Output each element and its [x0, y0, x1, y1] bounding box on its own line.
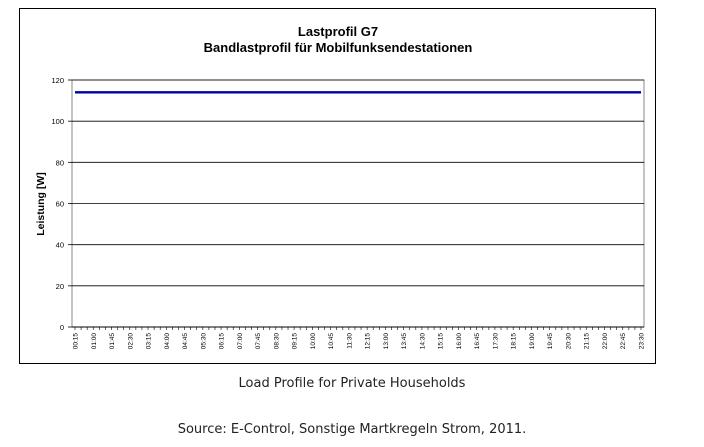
- chart-frame: Lastprofil G7 Bandlastprofil für Mobilfu…: [19, 8, 656, 364]
- y-tick-label: 60: [56, 200, 64, 209]
- x-tick-label: 06:15: [219, 333, 226, 350]
- x-axis-ticks: 00:15 01:00 01:45 02:30 03:15 04:00 04:45 05:30…: [73, 327, 646, 349]
- x-tick-label: 09:15: [292, 333, 299, 350]
- y-tick-label: 100: [51, 117, 64, 126]
- x-tick-label: 16:45: [474, 333, 481, 350]
- x-tick-label: 15:15: [438, 333, 445, 350]
- figure-caption: Load Profile for Private Households: [238, 376, 466, 391]
- chart-subtitle: Bandlastprofil für Mobilfunksendestation…: [204, 40, 473, 55]
- y-tick-label: 80: [56, 158, 64, 167]
- x-tick-label: 19:00: [529, 333, 536, 350]
- x-tick-label: 01:45: [109, 333, 116, 350]
- y-axis-label: Leistung [W]: [35, 172, 47, 236]
- line-chart: Lastprofil G7 Bandlastprofil für Mobilfu…: [35, 24, 646, 349]
- x-tick-label: 17:30: [492, 333, 499, 350]
- x-tick-label: 13:45: [401, 333, 408, 350]
- x-tick-label: 07:45: [255, 333, 262, 350]
- x-tick-label: 08:30: [273, 333, 280, 350]
- x-tick-label: 04:00: [164, 333, 171, 350]
- source-caption: Source: E-Control, Sonstige Martkregeln …: [177, 422, 527, 437]
- x-tick-label: 22:45: [620, 333, 627, 350]
- x-tick-label: 20:30: [565, 333, 572, 350]
- y-tick-label: 0: [60, 323, 64, 332]
- x-tick-label: 14:30: [419, 333, 426, 350]
- x-tick-label: 10:45: [328, 333, 335, 350]
- grid-lines: [72, 79, 644, 287]
- x-tick-label: 23:30: [639, 333, 646, 350]
- y-tick-label: 120: [51, 76, 64, 85]
- x-tick-label: 02:30: [127, 333, 134, 350]
- chart-title: Lastprofil G7: [298, 24, 378, 39]
- x-tick-label: 19:45: [547, 333, 554, 350]
- y-tick-label: 20: [56, 282, 64, 291]
- x-tick-label: 21:15: [584, 333, 591, 350]
- x-tick-label: 18:15: [511, 333, 518, 350]
- x-tick-label: 22:00: [602, 333, 609, 350]
- y-tick-label: 40: [56, 241, 64, 250]
- y-axis-ticks: 0 20 40 60 80 100 120: [51, 76, 644, 332]
- x-tick-label: 11:30: [346, 333, 353, 349]
- x-tick-label: 05:30: [200, 333, 207, 350]
- x-tick-label: 12:15: [365, 333, 372, 350]
- x-tick-label: 04:45: [182, 333, 189, 350]
- x-tick-label: 10:00: [310, 333, 317, 350]
- x-tick-label: 03:15: [146, 333, 153, 350]
- x-tick-label: 13:00: [383, 333, 390, 350]
- x-tick-label: 01:00: [91, 333, 98, 350]
- x-tick-label: 16:00: [456, 333, 463, 350]
- x-tick-label: 07:00: [237, 333, 244, 350]
- x-tick-label: 00:15: [73, 333, 80, 350]
